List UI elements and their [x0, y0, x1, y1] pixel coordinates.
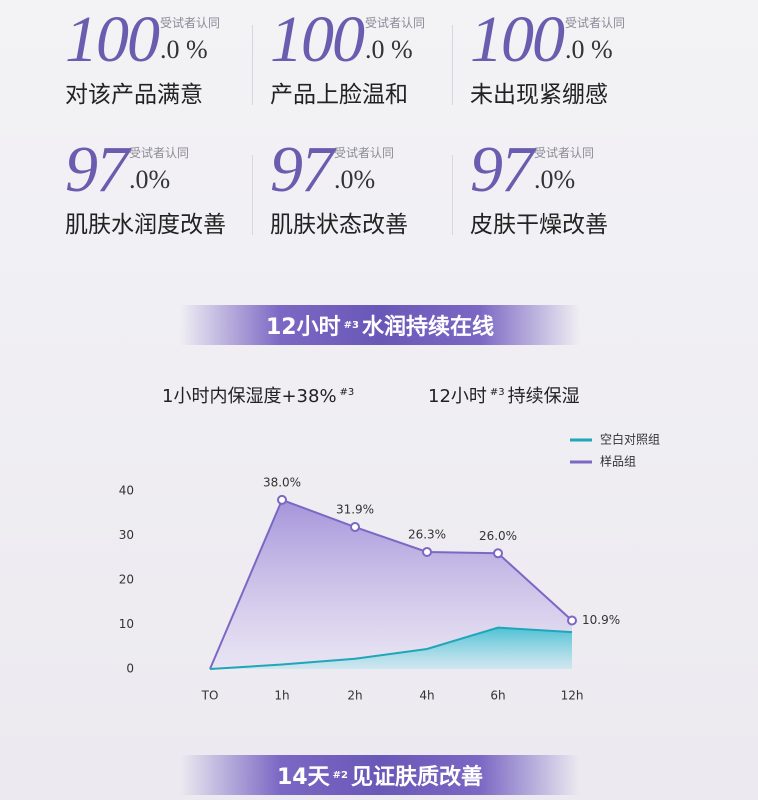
banner-text: 见证肤质改善 — [350, 765, 483, 790]
line — [209, 498, 573, 670]
banner-text: 14天 — [277, 765, 330, 790]
stat-label: 肌肤状态改善 — [270, 212, 408, 238]
stat: 97 受试者认同 .0% — [270, 133, 394, 206]
stat-number: 100 — [270, 3, 365, 76]
stat-label: 对该产品满意 — [65, 82, 203, 108]
x-tick-label: 6h — [490, 689, 505, 703]
banner: 14天 #2 见证肤质改善 — [180, 755, 580, 795]
stat-note: 受试者认同 — [160, 16, 221, 30]
x-tick-label: 12h — [561, 689, 584, 703]
stat-side: 受试者认同 .0% — [534, 140, 594, 195]
legend-label: 样品组 — [600, 454, 636, 469]
footnote: #3 — [339, 387, 355, 398]
stat-note: 受试者认同 — [565, 16, 626, 30]
stat: 97 受试者认同 .0% — [65, 133, 189, 206]
stat-note: 受试者认同 — [129, 146, 190, 160]
separator — [252, 25, 253, 105]
x-tick-label: 4h — [419, 689, 434, 703]
y-tick-label: 40 — [119, 484, 134, 498]
stat-side: 受试者认同 .0% — [129, 140, 189, 195]
stat-decimal: .0% — [534, 165, 576, 194]
stat-label: 皮肤干燥改善 — [470, 212, 608, 238]
value-label: 31.9% — [336, 503, 374, 517]
stat-label: 未出现紧绷感 — [470, 82, 608, 108]
stat-decimal: .0 % — [565, 35, 613, 64]
legend-label: 空白对照组 — [600, 432, 660, 447]
stat-side: 受试者认同 .0 % — [160, 10, 220, 65]
stat-number: 97 — [65, 133, 129, 206]
point — [493, 548, 503, 559]
stat: 100 受试者认同 .0 % — [65, 3, 220, 76]
footnote: #3 — [343, 319, 359, 331]
stat-number: 100 — [65, 3, 160, 76]
subhead-text: 1小时内保湿度+38% — [162, 386, 337, 407]
stat: 100 受试者认同 .0 % — [270, 3, 425, 76]
stat-decimal: .0% — [334, 165, 376, 194]
separator — [452, 155, 453, 235]
stat-note: 受试者认同 — [534, 146, 595, 160]
x-tick-label: TO — [201, 689, 219, 703]
point — [422, 546, 432, 557]
x-tick-label: 2h — [347, 689, 362, 703]
x-tick-label: 1h — [274, 689, 289, 703]
stat-number: 97 — [470, 133, 534, 206]
separator — [452, 25, 453, 105]
stat-decimal: .0 % — [365, 35, 413, 64]
separator — [252, 155, 253, 235]
point — [277, 494, 287, 505]
footnote: #3 — [489, 387, 505, 398]
point — [567, 615, 577, 626]
y-tick-label: 10 — [119, 617, 134, 631]
stat-decimal: .0% — [129, 165, 171, 194]
line — [209, 626, 573, 670]
stat-label: 产品上脸温和 — [270, 82, 408, 108]
y-tick-label: 30 — [119, 528, 134, 542]
stat-number: 97 — [270, 133, 334, 206]
subhead-text: 持续保湿 — [507, 386, 580, 407]
area — [210, 499, 572, 669]
stat-number: 100 — [470, 3, 565, 76]
subhead: 12小时 #3 持续保湿 — [428, 382, 580, 408]
stat-note: 受试者认同 — [334, 146, 395, 160]
value-label: 10.9% — [582, 613, 620, 627]
banner-text: 12小时 — [266, 315, 341, 340]
y-tick-label: 0 — [126, 662, 134, 676]
subhead: 1小时内保湿度+38% #3 — [162, 382, 357, 408]
value-label: 38.0% — [263, 475, 301, 489]
y-tick-label: 20 — [119, 573, 134, 587]
subhead-text: 12小时 — [428, 386, 487, 407]
footnote: #2 — [332, 769, 348, 781]
stat: 97 受试者认同 .0% — [470, 133, 594, 206]
point — [350, 522, 360, 533]
stat-decimal: .0 % — [160, 35, 208, 64]
banner: 12小时 #3 水润持续在线 — [180, 305, 580, 345]
stat: 100 受试者认同 .0 % — [470, 3, 625, 76]
value-label: 26.3% — [408, 527, 446, 541]
stat-side: 受试者认同 .0% — [334, 140, 394, 195]
value-label: 26.0% — [479, 529, 517, 543]
stat-label: 肌肤水润度改善 — [65, 212, 226, 238]
stat-note: 受试者认同 — [365, 16, 426, 30]
stat-side: 受试者认同 .0 % — [365, 10, 425, 65]
banner-text: 水润持续在线 — [361, 315, 494, 340]
area — [210, 627, 572, 669]
stat-side: 受试者认同 .0 % — [565, 10, 625, 65]
